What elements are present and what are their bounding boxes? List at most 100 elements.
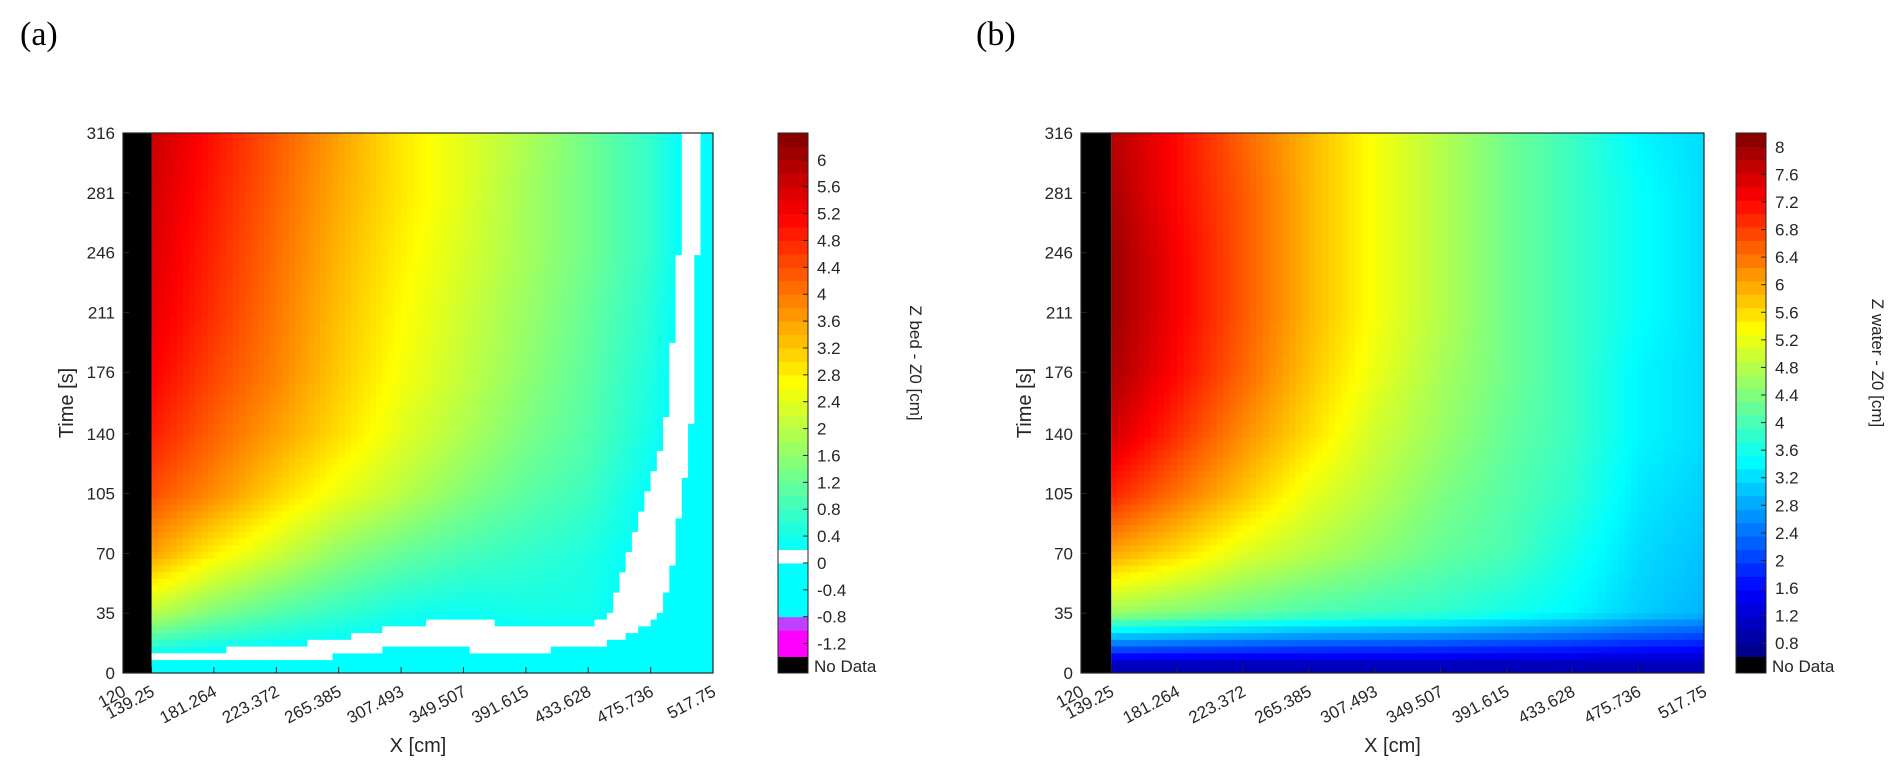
heatmap-cell [413,571,421,580]
heatmap-cell [238,490,246,499]
heatmap-cell [494,659,502,667]
heatmap-cell [226,605,234,613]
heatmap-cell [544,436,552,445]
heatmap-cell [688,652,695,661]
heatmap-cell [369,423,377,431]
heatmap-cell [700,578,708,586]
heatmap-cell [413,389,421,397]
heatmap-cell [326,666,334,673]
heatmap-cell [469,558,477,566]
heatmap-cell [450,565,458,573]
heatmap-cell [376,490,383,499]
heatmap-cell [706,625,713,634]
heatmap-cell [351,511,359,519]
heatmap-cell [438,396,446,404]
heatmap-cell [569,551,577,559]
heatmap-cell [288,605,296,613]
heatmap-cell [588,335,596,343]
heatmap-cell [475,322,483,330]
heatmap-cell [557,538,564,546]
heatmap-cell [544,470,552,478]
heatmap-cell [444,504,452,512]
heatmap-cell [319,470,327,478]
heatmap-cell [469,470,477,478]
heatmap-cell [344,409,352,418]
heatmap-cell [644,396,652,404]
heatmap-cell [544,639,552,647]
heatmap-cell [326,328,334,337]
heatmap-cell [276,362,284,370]
heatmap-cell [238,369,246,377]
heatmap-cell [494,349,502,357]
heatmap-cell [488,612,496,620]
heatmap-cell [575,605,583,613]
heatmap-cell [694,436,702,445]
heatmap-cell [394,362,402,370]
heatmap-cell [164,592,171,600]
heatmap-cell [419,409,427,418]
heatmap-cell [500,463,508,472]
heatmap-cell [688,544,695,553]
heatmap-cell [631,511,639,519]
heatmap-cell [307,362,315,370]
heatmap-cell [463,369,471,377]
heatmap-cell [694,470,702,478]
heatmap-cell [482,632,490,640]
heatmap-cell [207,484,215,492]
heatmap-cell [338,477,346,485]
heatmap-cell [394,295,402,303]
heatmap-cell [413,551,421,559]
heatmap-cell [376,598,383,607]
heatmap-cell [469,436,477,445]
heatmap-cell [164,632,171,640]
heatmap-cell [475,301,483,310]
heatmap-cell [426,652,433,661]
heatmap-cell [700,605,708,613]
heatmap-cell [382,423,390,431]
heatmap-cell [675,470,683,478]
heatmap-cell [507,551,514,559]
heatmap-cell [301,652,309,661]
heatmap-cell [338,328,346,337]
heatmap-cell [382,659,390,667]
heatmap-cell [157,619,165,627]
heatmap-cell [332,612,340,620]
heatmap-cell [625,585,633,593]
heatmap-cell [426,308,433,316]
heatmap-cell [450,551,458,559]
heatmap-cell [550,423,558,431]
heatmap-cell [388,349,396,357]
heatmap-cell [376,389,383,397]
heatmap-cell [351,376,359,384]
heatmap-cell [588,531,596,539]
heatmap-cell [213,315,221,323]
heatmap-cell [176,382,184,391]
heatmap-cell [694,382,702,391]
heatmap-cell [700,301,708,310]
heatmap-cell [188,598,196,607]
heatmap-cell [550,612,558,620]
heatmap-cell [606,416,614,424]
heatmap-cell [469,328,477,337]
heatmap-cell [176,659,184,667]
heatmap-cell [625,484,633,492]
heatmap-cell [270,457,277,465]
heatmap-cell [669,511,677,519]
heatmap-cell [638,659,645,667]
heatmap-cell [494,416,502,424]
heatmap-cell [332,558,340,566]
heatmap-cell [600,349,608,357]
heatmap-cell [344,538,352,546]
heatmap-cell [419,396,427,404]
heatmap-cell [376,382,383,391]
heatmap-cell [251,517,259,526]
heatmap-cell [213,470,221,478]
heatmap-cell [463,443,471,451]
heatmap-cell [700,524,708,532]
heatmap-cell [276,558,284,566]
heatmap-cell [550,430,558,438]
heatmap-cell [675,349,683,357]
heatmap-cell [469,544,477,553]
heatmap-cell [207,295,215,303]
heatmap-cell [195,497,203,505]
